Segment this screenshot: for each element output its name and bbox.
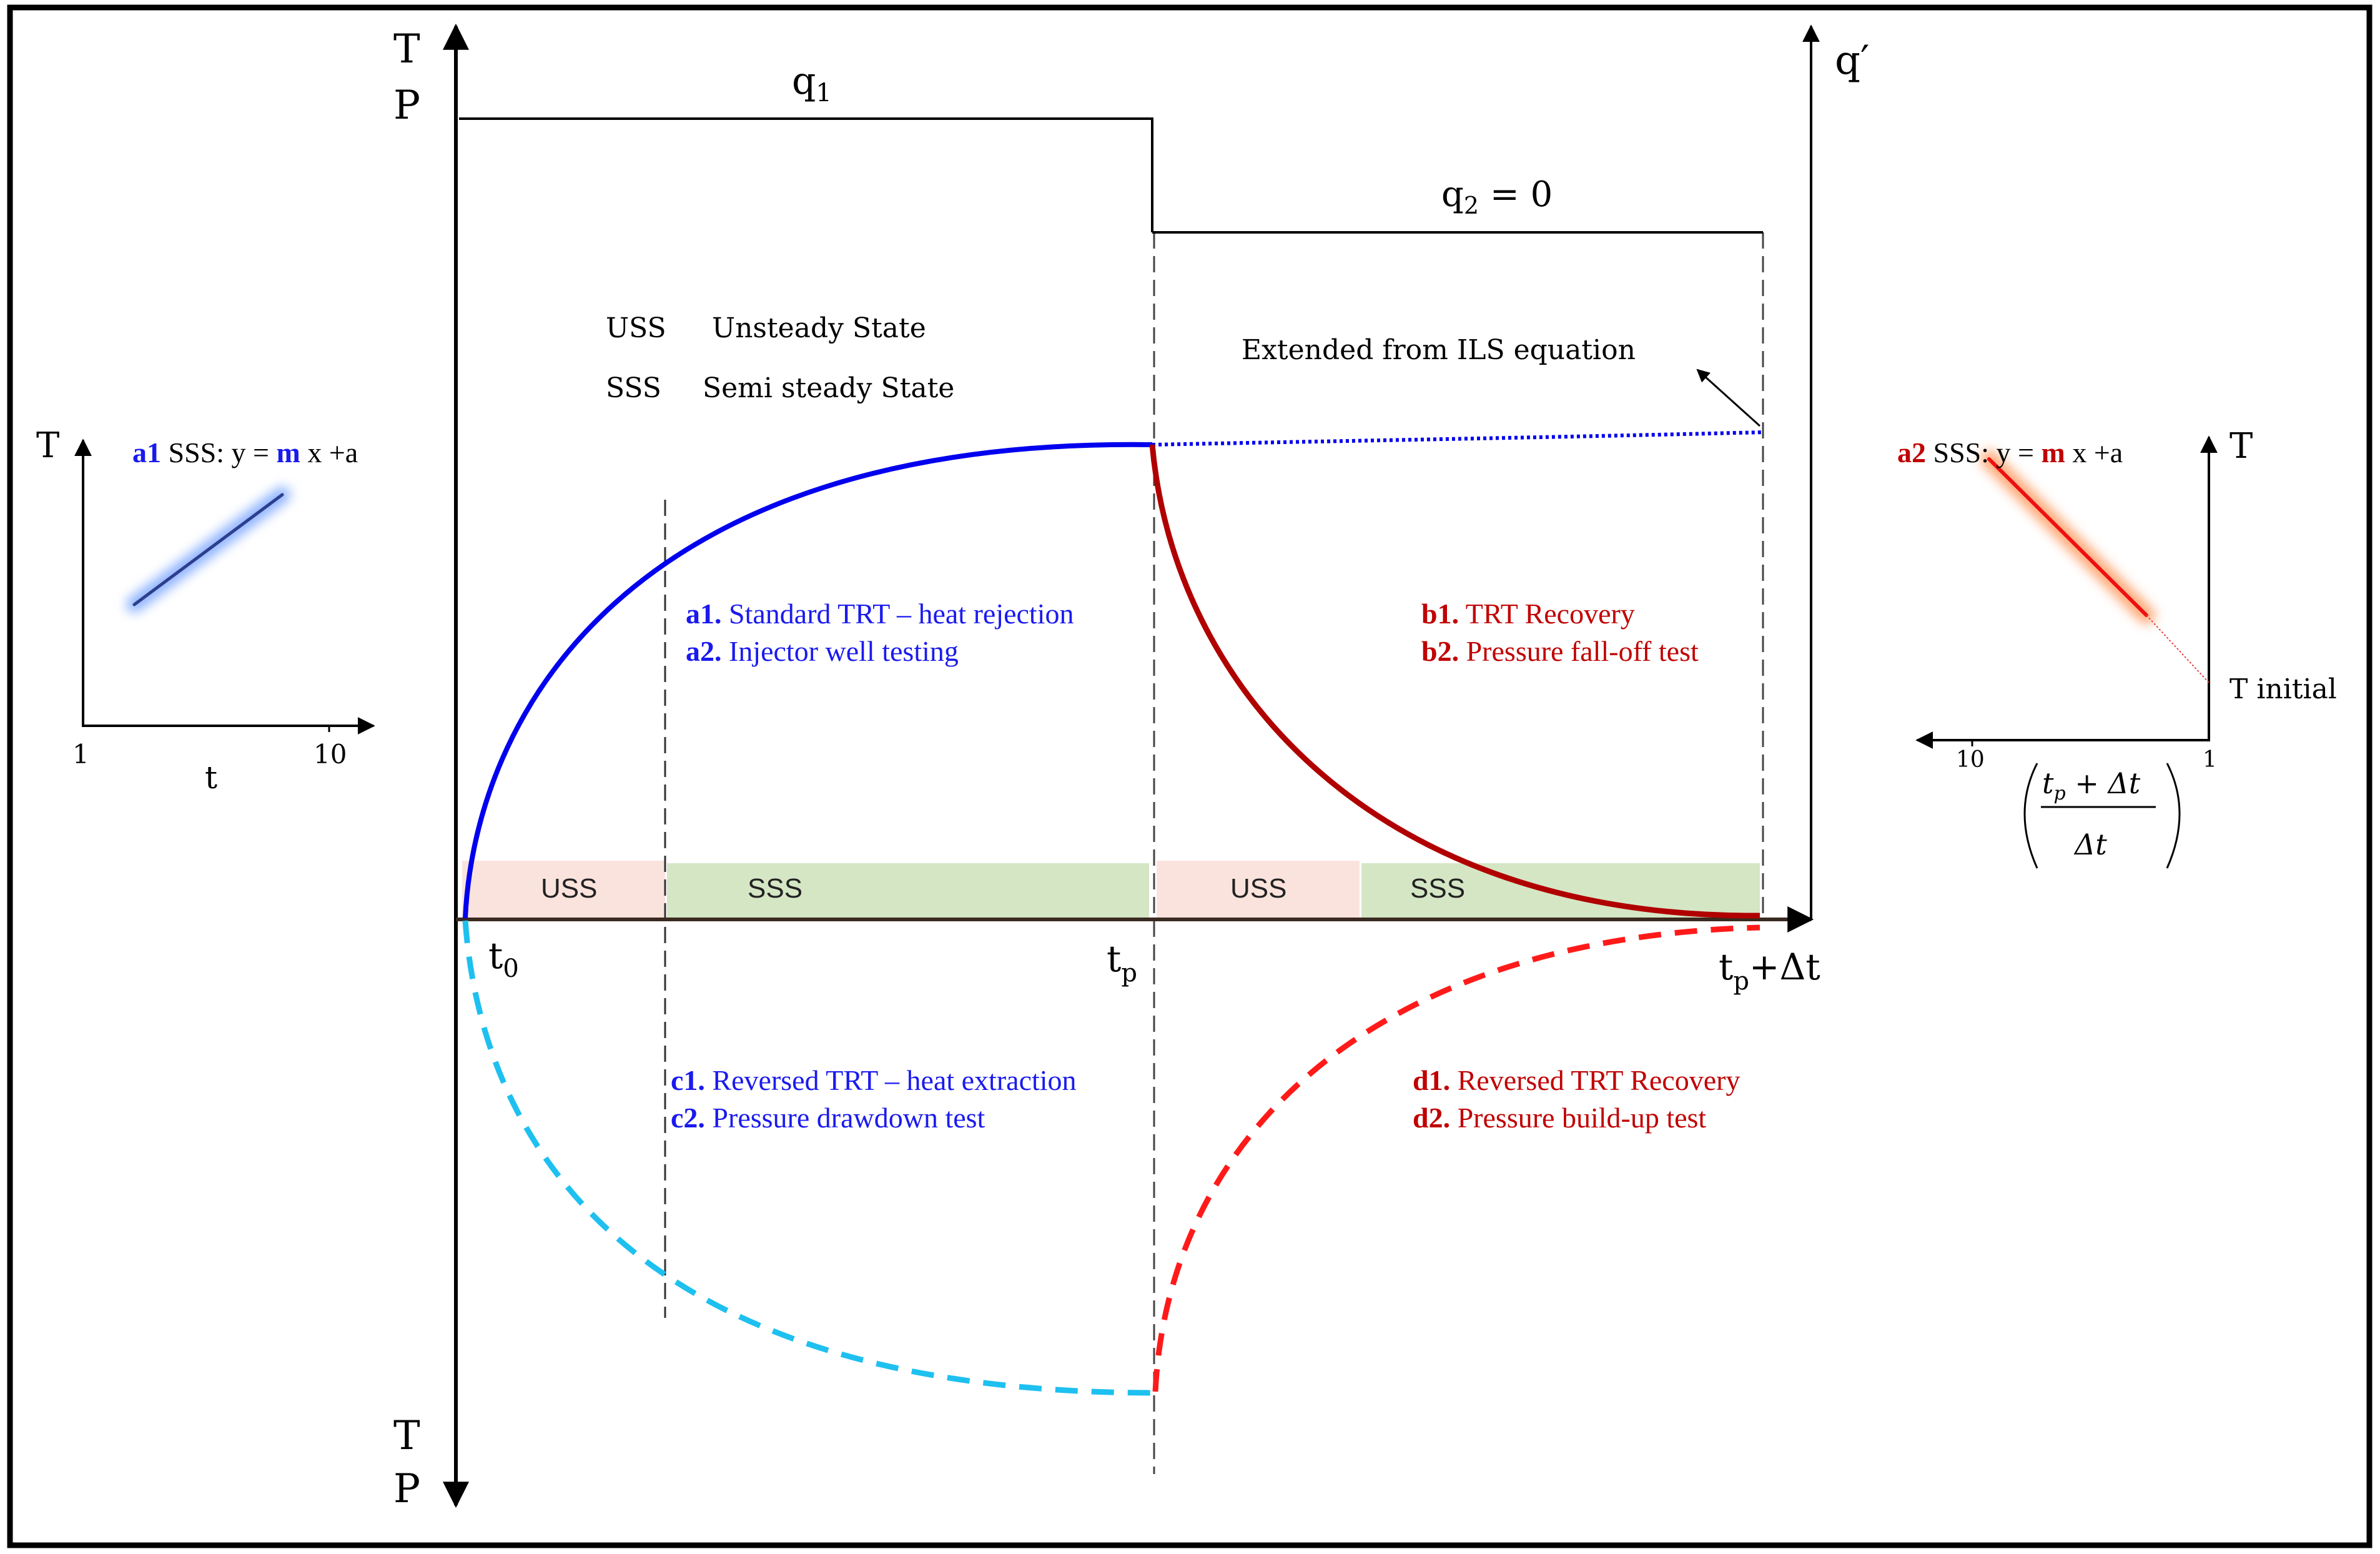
legend-uss-full: Unsteady State <box>712 312 926 344</box>
annotation-arrow <box>1696 369 1761 427</box>
legend-sss-abbr: SSS <box>606 372 661 404</box>
case-labels-b: b1. TRT Recovery b2. Pressure fall-off t… <box>1421 598 1699 667</box>
legend-sss-full: Semi steady State <box>703 372 954 404</box>
regime-bands: USS SSS USS SSS <box>462 861 1760 918</box>
label-b1: b1. TRT Recovery <box>1421 598 1635 630</box>
band-uss-1 <box>462 861 665 918</box>
inset-right-fit-line <box>1987 457 2148 617</box>
main-axis-bottom-label-p: P <box>393 1466 420 1512</box>
label-a1: a1. Standard TRT – heat rejection <box>686 598 1074 630</box>
rate-q1-line <box>459 117 1153 232</box>
curve-a-heat-rejection <box>463 442 1153 919</box>
band-label-uss-1: USS <box>541 873 597 904</box>
inset-left-eq-key: a1 <box>132 437 161 468</box>
curve-d-reversed-recovery <box>1152 924 1760 1392</box>
curve-extended-ils <box>1152 430 1764 447</box>
legend-uss-abbr: USS <box>606 312 666 344</box>
band-sss-1 <box>667 863 1149 918</box>
label-d1: d1. Reversed TRT Recovery <box>1413 1064 1740 1096</box>
inset-right-eq-post: x +a <box>2065 437 2123 468</box>
label-a2: a2. Injector well testing <box>686 635 959 667</box>
label-c1: c1. Reversed TRT – heat extraction <box>671 1064 1077 1096</box>
label-b2: b2. Pressure fall-off test <box>1421 635 1699 667</box>
outer-frame <box>7 4 2373 1548</box>
inset-left-tick-label-10: 10 <box>314 739 347 770</box>
time-label-t0: t0 <box>488 934 519 983</box>
right-paren <box>2166 763 2181 869</box>
inset-right-plot: T a2 SSS: y = m x +a T initial 10 1 tp +… <box>1897 426 2337 869</box>
inset-right-eq-m: m <box>2041 437 2065 468</box>
inset-left-eq-post: x +a <box>300 437 358 468</box>
inset-left-eq-m: m <box>276 437 300 468</box>
curve-b-recovery <box>1149 444 1760 919</box>
inset-right-x-label-fraction: tp + Δt Δt <box>2023 763 2181 869</box>
inset-right-equation: a2 SSS: y = m x +a <box>1897 437 2123 468</box>
q-prime-axis-label: q′ <box>1835 37 1870 84</box>
inset-left-eq-pre: SSS: y = <box>161 437 276 468</box>
inset-left-tick-label-1: 1 <box>72 739 89 770</box>
inset-left-fit-line <box>132 493 284 606</box>
curve-c-heat-extraction <box>462 920 1155 1396</box>
inset-right-eq-pre: SSS: y = <box>1926 437 2041 468</box>
label-c2: c2. Pressure drawdown test <box>671 1102 985 1134</box>
inset-right-eq-key: a2 <box>1897 437 1926 468</box>
case-labels-d: d1. Reversed TRT Recovery d2. Pressure b… <box>1413 1064 1740 1134</box>
band-label-sss-1: SSS <box>748 873 802 904</box>
case-labels-a: a1. Standard TRT – heat rejection a2. In… <box>686 598 1074 667</box>
case-labels-c: c1. Reversed TRT – heat extraction c2. P… <box>671 1064 1077 1134</box>
band-uss-2 <box>1157 861 1360 918</box>
band-label-sss-2: SSS <box>1410 873 1465 904</box>
main-axis-top-label-p: P <box>393 82 420 129</box>
rate-q1-label: q1 <box>792 59 832 107</box>
inset-left-y-label: T <box>36 425 59 466</box>
inset-left-equation: a1 SSS: y = m x +a <box>132 437 358 468</box>
main-axis-top-label-t: T <box>393 26 420 72</box>
time-label-tp-dt: tp+Δt <box>1719 946 1820 996</box>
inset-right-y-label: T <box>2229 426 2253 467</box>
fraction-denominator: Δt <box>2073 828 2107 861</box>
inset-right-extrapolation <box>2146 615 2210 683</box>
main-axis-bottom-label-t: T <box>393 1413 420 1459</box>
inset-left-x-label: t <box>205 760 217 796</box>
band-label-uss-2: USS <box>1230 873 1286 904</box>
rate-q2-label: q2 = 0 <box>1441 174 1553 219</box>
inset-right-tick-label-10: 10 <box>1956 747 1985 773</box>
fraction-numerator: tp + Δt <box>2042 766 2141 804</box>
left-paren <box>2023 763 2038 869</box>
time-label-tp: tp <box>1107 938 1137 987</box>
annotation-extended-ils: Extended from ILS equation <box>1242 334 1636 366</box>
inset-right-tick-label-1: 1 <box>2203 747 2217 773</box>
regime-legend: USS Unsteady State SSS Semi steady State <box>606 312 954 404</box>
inset-left-plot: T a1 SSS: y = m x +a 1 10 t <box>36 425 375 796</box>
label-d2: d2. Pressure build-up test <box>1413 1102 1706 1134</box>
inset-right-intercept-label: T initial <box>2229 673 2337 705</box>
